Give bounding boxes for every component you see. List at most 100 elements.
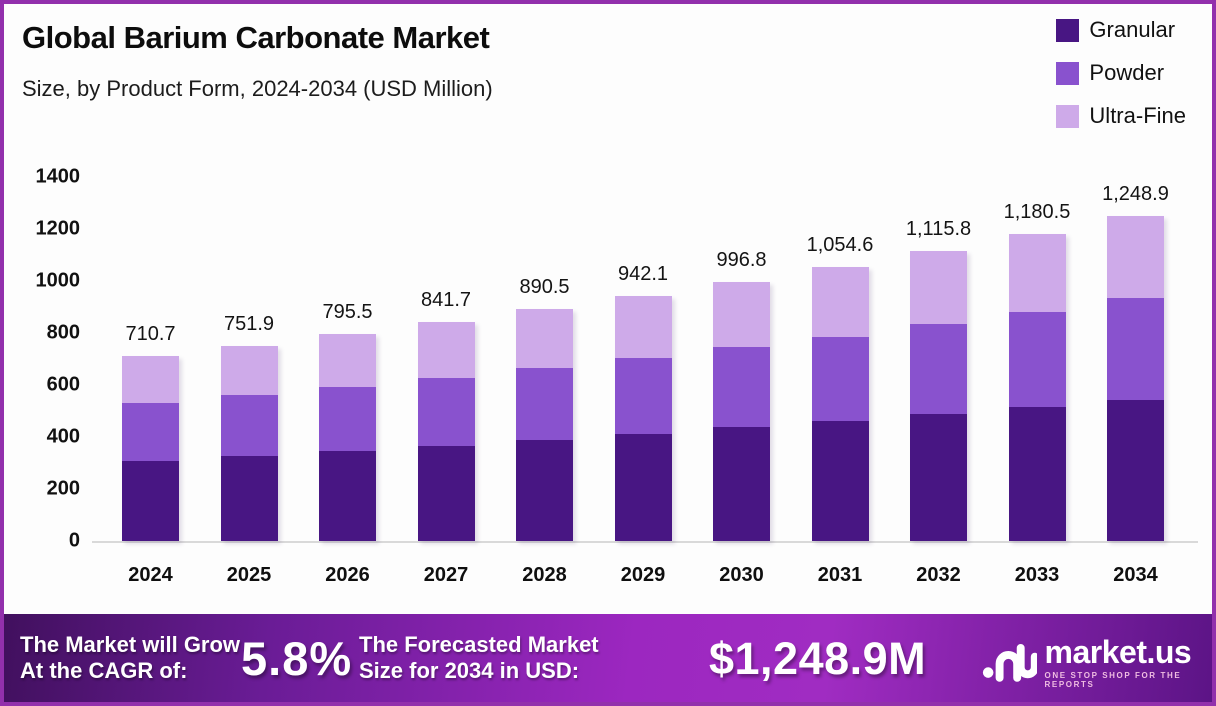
bar-total-label: 1,248.9 — [1102, 183, 1169, 206]
bar-total-label: 1,180.5 — [1003, 201, 1071, 224]
bar-segment-powder — [220, 395, 278, 456]
bar-segment-ultrafine — [910, 250, 967, 325]
stacked-bar-2025 — [220, 345, 278, 541]
legend-label: Powder — [1089, 60, 1165, 85]
bar-segment-powder — [713, 346, 770, 428]
x-tick-label: 2026 — [325, 564, 370, 586]
bar-segment-ultrafine — [319, 334, 376, 388]
stacked-bar-2034 — [1107, 216, 1164, 541]
marketus-logo-icon — [982, 643, 1037, 682]
cagr-label-line1: The Market will Grow — [20, 632, 241, 657]
y-tick-label: 1200 — [35, 217, 81, 240]
bar-segment-powder — [516, 368, 573, 441]
bar-segment-granular — [417, 445, 475, 541]
bar-segment-powder — [1008, 312, 1066, 407]
forecast-label: The Forecasted Market Size for 2034 in U… — [359, 632, 599, 684]
x-tick-label: 2028 — [522, 564, 567, 586]
granular-swatch-icon — [1056, 18, 1080, 42]
legend-label: Granular — [1089, 17, 1176, 42]
chart-legend: Granular Powder Ultra-Fine — [1056, 17, 1186, 129]
powder-swatch-icon — [1056, 61, 1080, 85]
page-title: Global Barium Carbonate Market — [22, 20, 490, 55]
x-axis-baseline — [92, 541, 1198, 543]
x-tick-label: 2029 — [620, 564, 666, 586]
cagr-label: The Market will Grow At the CAGR of: — [20, 632, 240, 684]
bar-segment-powder — [614, 357, 672, 435]
stacked-bar-2032 — [910, 250, 967, 541]
bar-segment-ultrafine — [1107, 216, 1164, 299]
stacked-bar-2027 — [417, 322, 475, 541]
bar-total-label: 942.1 — [617, 263, 669, 286]
stacked-bar-2031 — [811, 266, 869, 541]
bar-total-label: 795.5 — [322, 301, 373, 324]
legend-item-powder: Powder — [1056, 60, 1186, 86]
bar-total-label: 890.5 — [519, 276, 570, 299]
bar-segment-granular — [1107, 399, 1164, 541]
stacked-bar-2024 — [122, 356, 179, 541]
stacked-bar-2030 — [713, 281, 770, 541]
bar-total-label: 1,115.8 — [905, 217, 972, 240]
bar-total-label: 751.9 — [223, 312, 275, 335]
bar-segment-powder — [122, 403, 179, 461]
legend-item-ultrafine: Ultra-Fine — [1056, 103, 1186, 129]
x-tick-label: 2033 — [1014, 564, 1060, 586]
y-tick-label: 1400 — [35, 165, 81, 188]
brand-name: market.us — [1044, 633, 1192, 670]
y-tick-label: 200 — [46, 477, 80, 500]
bar-segment-powder — [811, 336, 869, 422]
stacked-bar-2026 — [319, 334, 376, 541]
page-subtitle: Size, by Product Form, 2024-2034 (USD Mi… — [22, 76, 493, 101]
bar-segment-powder — [319, 387, 376, 452]
bar-total-label: 1,054.6 — [806, 233, 874, 256]
bar-segment-granular — [220, 455, 278, 541]
bar-segment-ultrafine — [220, 345, 278, 396]
bar-segment-granular — [516, 440, 573, 541]
bar-segment-granular — [910, 414, 967, 541]
x-tick-label: 2032 — [916, 564, 961, 586]
stacked-bar-2028 — [516, 309, 573, 541]
x-tick-label: 2024 — [128, 564, 173, 586]
bar-segment-ultrafine — [614, 296, 672, 358]
bar-segment-ultrafine — [1008, 234, 1066, 313]
y-tick-label: 800 — [46, 321, 80, 344]
y-tick-label: 600 — [46, 373, 80, 396]
x-tick-label: 2034 — [1113, 564, 1158, 586]
footer-banner: The Market will Grow At the CAGR of: 5.8… — [4, 614, 1212, 702]
x-tick-label: 2031 — [817, 564, 863, 586]
y-tick-label: 1000 — [35, 269, 81, 292]
brand-tagline: ONE STOP SHOP FOR THE REPORTS — [1044, 670, 1182, 689]
bar-segment-ultrafine — [811, 266, 869, 337]
x-tick-label: 2027 — [423, 564, 469, 586]
bar-total-label: 841.7 — [420, 289, 472, 312]
y-tick-label: 400 — [46, 425, 80, 448]
forecast-label-line2: Size for 2034 in USD: — [359, 657, 580, 683]
legend-item-granular: Granular — [1056, 17, 1186, 43]
bar-segment-powder — [417, 378, 475, 446]
bar-segment-granular — [319, 451, 376, 541]
bar-segment-ultrafine — [417, 322, 475, 379]
bar-total-label: 710.7 — [125, 323, 176, 346]
x-tick-label: 2025 — [226, 564, 272, 586]
bar-segment-ultrafine — [713, 281, 770, 347]
brand-text-block: market.us ONE STOP SHOP FOR THE REPORTS — [1045, 636, 1212, 689]
bar-segment-granular — [614, 434, 672, 541]
stacked-bar-2029 — [614, 296, 672, 541]
y-tick-label: 0 — [68, 529, 80, 552]
bar-segment-granular — [811, 421, 869, 541]
bar-segment-granular — [1008, 406, 1066, 541]
bar-total-label: 996.8 — [716, 248, 767, 271]
bar-segment-powder — [1107, 298, 1164, 400]
forecast-value: $1,248.9M — [709, 633, 927, 684]
bar-segment-granular — [122, 460, 179, 541]
legend-label: Ultra-Fine — [1089, 103, 1186, 128]
stacked-bar-2033 — [1008, 234, 1066, 541]
brand-logo: market.us ONE STOP SHOP FOR THE REPORTS — [982, 634, 1212, 690]
cagr-label-line2: At the CAGR of: — [20, 657, 188, 683]
ultrafine-swatch-icon — [1056, 104, 1080, 128]
forecast-label-line1: The Forecasted Market — [359, 632, 599, 657]
bar-segment-ultrafine — [122, 356, 179, 404]
x-tick-label: 2030 — [719, 564, 764, 586]
bar-segment-granular — [713, 427, 770, 541]
bar-segment-powder — [910, 324, 967, 415]
